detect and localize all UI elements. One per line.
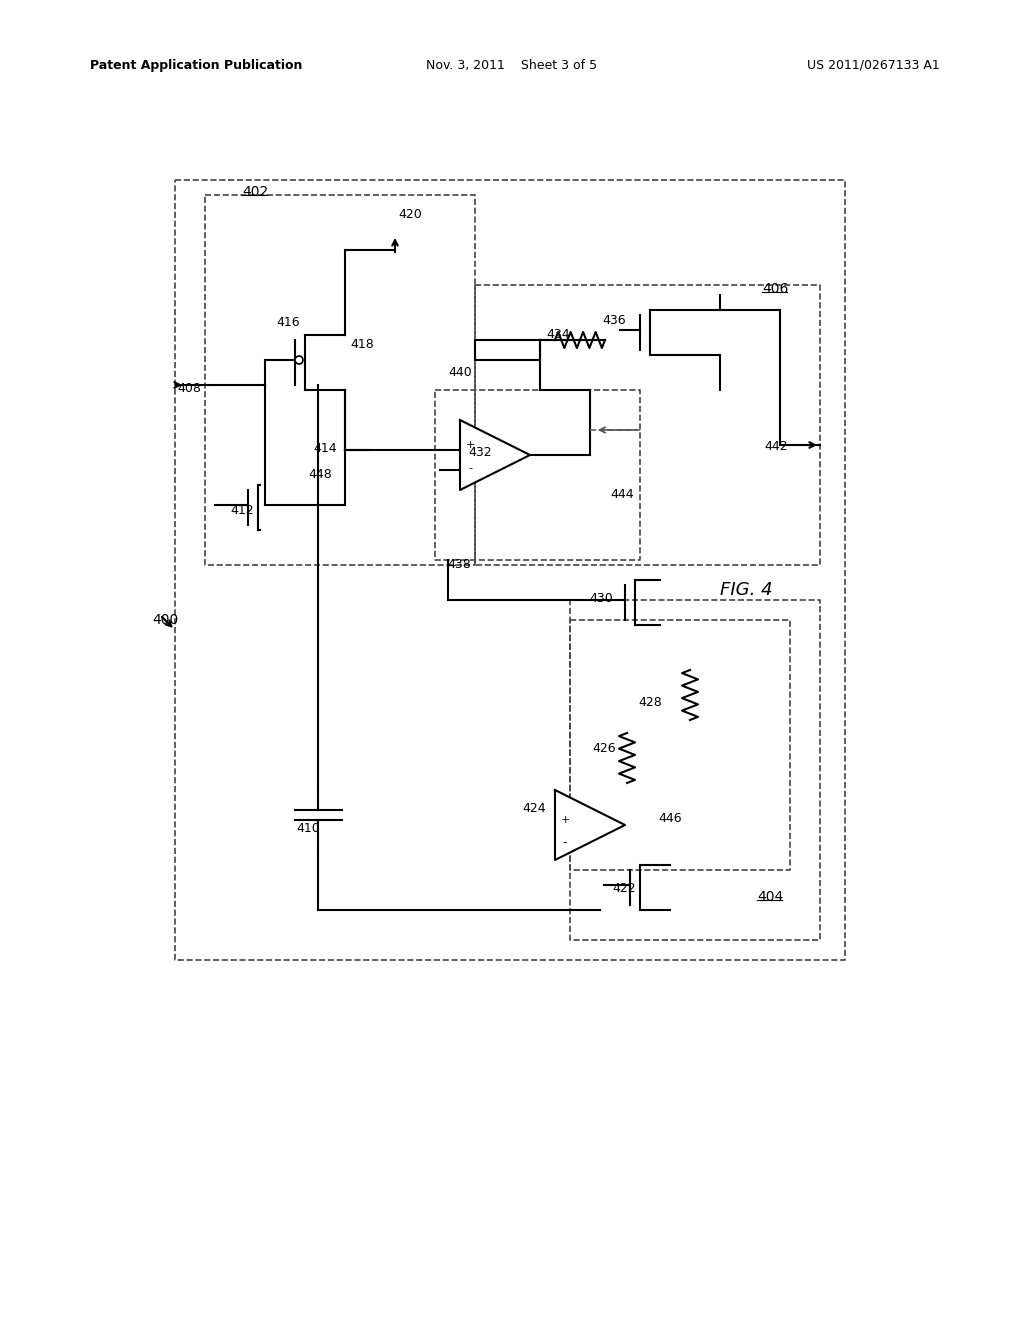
Text: 418: 418 xyxy=(350,338,374,351)
Polygon shape xyxy=(460,420,530,490)
Text: 422: 422 xyxy=(612,882,636,895)
Text: Patent Application Publication: Patent Application Publication xyxy=(90,58,302,71)
Text: 404: 404 xyxy=(757,890,783,904)
Text: 416: 416 xyxy=(276,315,300,329)
Text: 426: 426 xyxy=(592,742,615,755)
Text: 440: 440 xyxy=(449,366,472,379)
Text: 436: 436 xyxy=(602,314,626,326)
Text: 444: 444 xyxy=(610,488,634,502)
Text: 402: 402 xyxy=(242,185,268,199)
Text: Nov. 3, 2011    Sheet 3 of 5: Nov. 3, 2011 Sheet 3 of 5 xyxy=(426,58,598,71)
Text: 410: 410 xyxy=(296,821,319,834)
Text: FIG. 4: FIG. 4 xyxy=(720,581,773,599)
Text: 412: 412 xyxy=(230,503,254,516)
Text: 420: 420 xyxy=(398,209,422,222)
Text: 400: 400 xyxy=(152,612,178,627)
Text: 424: 424 xyxy=(522,801,546,814)
Text: 446: 446 xyxy=(658,812,682,825)
Text: 430: 430 xyxy=(589,591,612,605)
Text: 438: 438 xyxy=(447,558,471,572)
Text: -: - xyxy=(468,463,472,473)
Text: +: + xyxy=(560,814,569,825)
Text: US 2011/0267133 A1: US 2011/0267133 A1 xyxy=(807,58,940,71)
Text: 406: 406 xyxy=(762,282,788,296)
Text: -: - xyxy=(563,837,567,850)
Text: 428: 428 xyxy=(638,696,662,709)
Text: 442: 442 xyxy=(764,441,787,454)
Text: 448: 448 xyxy=(308,469,332,482)
Text: +: + xyxy=(465,440,475,450)
Text: 434: 434 xyxy=(546,329,569,342)
Text: 432: 432 xyxy=(468,446,492,459)
Text: 414: 414 xyxy=(313,441,337,454)
Text: 408: 408 xyxy=(177,381,201,395)
Polygon shape xyxy=(555,789,625,861)
